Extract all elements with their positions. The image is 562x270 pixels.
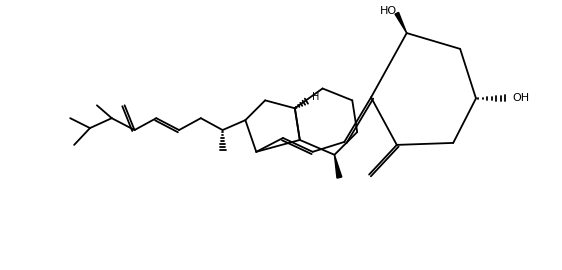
Text: OH: OH xyxy=(513,93,530,103)
Polygon shape xyxy=(395,12,407,33)
Text: HO: HO xyxy=(380,6,397,16)
Polygon shape xyxy=(334,155,342,178)
Text: H: H xyxy=(312,92,319,102)
